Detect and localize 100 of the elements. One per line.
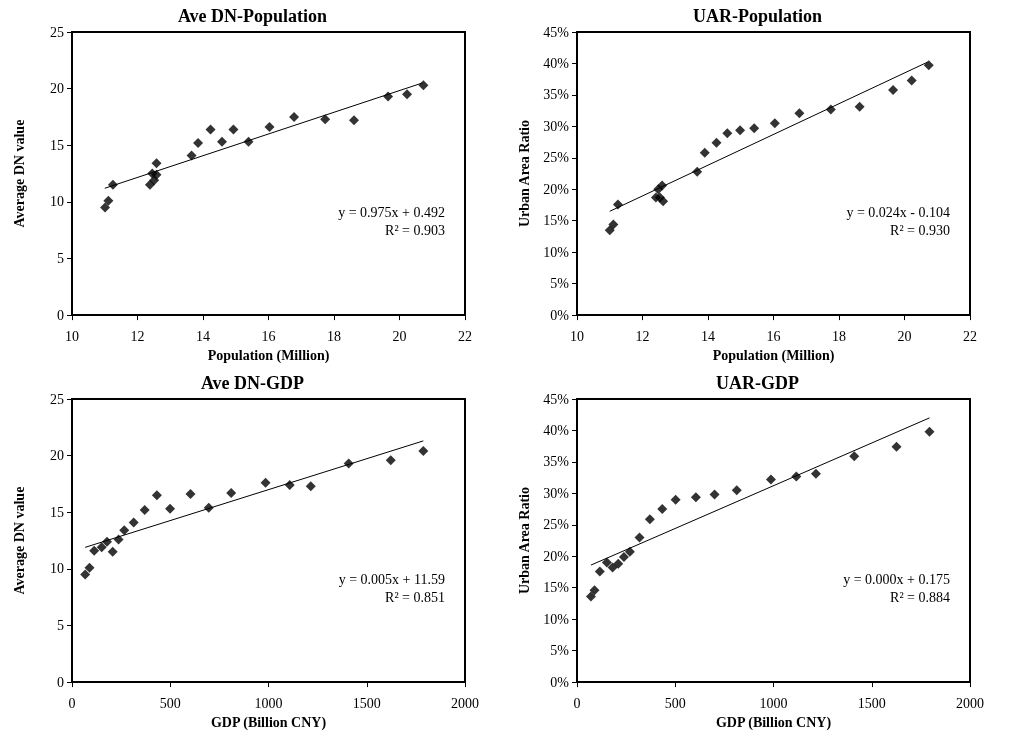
point — [100, 202, 111, 213]
point — [185, 489, 196, 500]
x-axis-title: Population (Million) — [712, 347, 835, 364]
point — [924, 426, 935, 437]
x-tick-label: 1000 — [254, 695, 283, 711]
y-tick-label: 45% — [543, 391, 570, 407]
point — [216, 136, 227, 147]
point — [80, 569, 91, 580]
point — [402, 89, 413, 100]
y-tick-label: 5 — [57, 250, 64, 266]
point — [186, 150, 197, 161]
point — [594, 566, 605, 577]
annotation: R² = 0.851 — [385, 589, 445, 605]
y-tick-label: 10 — [50, 561, 64, 577]
x-tick-label: 500 — [664, 695, 686, 711]
point — [84, 562, 95, 573]
x-tick-label: 500 — [159, 695, 181, 711]
point — [849, 451, 860, 462]
y-tick-label: 30% — [543, 485, 570, 501]
annotation: R² = 0.903 — [385, 222, 445, 238]
point — [89, 545, 100, 556]
point — [193, 137, 204, 148]
x-tick-label: 20 — [897, 328, 912, 344]
point — [418, 80, 429, 91]
y-tick-label: 20 — [50, 81, 64, 97]
point — [634, 532, 645, 543]
point — [589, 585, 600, 596]
point — [891, 441, 902, 452]
x-tick-label: 16 — [766, 328, 781, 344]
y-tick-label: 30% — [543, 118, 570, 134]
point — [103, 195, 114, 206]
y-tick-label: 15 — [50, 137, 64, 153]
point — [418, 446, 429, 457]
point — [731, 485, 742, 496]
x-tick-label: 20 — [392, 328, 407, 344]
point — [749, 123, 760, 134]
annotation: R² = 0.930 — [890, 222, 950, 238]
x-tick-label: 22 — [458, 328, 472, 344]
y-axis-title: Urban Area Ratio — [516, 120, 532, 228]
y-axis-title: Average DN value — [11, 486, 27, 595]
y-axis-title: Average DN value — [11, 119, 27, 228]
point — [690, 492, 701, 503]
point — [658, 196, 669, 207]
x-axis-title: Population (Million) — [207, 347, 330, 364]
chart-title: UAR-Population — [692, 6, 823, 26]
y-tick-label: 0% — [550, 307, 570, 323]
point — [735, 125, 746, 136]
point — [107, 546, 118, 557]
x-tick-label: 0 — [68, 695, 76, 711]
y-tick-label: 40% — [543, 55, 570, 71]
point — [305, 481, 316, 492]
point — [320, 114, 331, 125]
x-axis-title: GDP (Billion CNY) — [715, 714, 832, 731]
point — [624, 546, 635, 557]
y-tick-label: 10% — [543, 244, 570, 260]
point — [205, 124, 216, 135]
point — [604, 225, 615, 236]
point — [585, 591, 596, 602]
chart-title: Ave DN-GDP — [200, 373, 305, 393]
x-tick-label: 1500 — [352, 695, 381, 711]
y-tick-label: 5% — [550, 643, 570, 659]
annotation: R² = 0.884 — [890, 589, 950, 605]
x-tick-label: 2000 — [451, 695, 479, 711]
x-tick-label: 0 — [573, 695, 581, 711]
chart-title: UAR-GDP — [716, 373, 799, 393]
y-tick-label: 5% — [550, 276, 570, 292]
point — [923, 60, 934, 71]
x-tick-label: 1000 — [759, 695, 788, 711]
point — [226, 487, 237, 498]
point — [151, 158, 162, 169]
point — [601, 557, 612, 568]
point — [906, 75, 917, 86]
y-tick-label: 25% — [543, 517, 570, 533]
x-tick-label: 14 — [196, 328, 210, 344]
y-axis-title: Urban Area Ratio — [516, 487, 532, 595]
point — [348, 115, 359, 126]
chart-title: Ave DN-Population — [177, 6, 328, 26]
annotation: y = 0.975x + 0.492 — [338, 204, 445, 220]
y-tick-label: 15 — [50, 504, 64, 520]
point — [722, 128, 733, 139]
point — [165, 503, 176, 514]
point — [794, 108, 805, 119]
x-tick-label: 22 — [963, 328, 977, 344]
point — [139, 504, 150, 515]
y-tick-label: 0 — [57, 674, 64, 690]
y-tick-label: 15% — [543, 213, 570, 229]
x-tick-label: 18 — [832, 328, 846, 344]
point — [119, 525, 130, 536]
y-tick-label: 25% — [543, 150, 570, 166]
point — [709, 489, 720, 500]
point — [810, 468, 821, 479]
point — [608, 219, 619, 230]
point — [260, 477, 271, 488]
point — [670, 494, 681, 505]
annotation: y = 0.005x + 11.59 — [338, 571, 445, 587]
y-tick-label: 15% — [543, 580, 570, 596]
point — [644, 514, 655, 525]
point — [769, 118, 780, 129]
y-tick-label: 0% — [550, 674, 570, 690]
point — [151, 490, 162, 501]
